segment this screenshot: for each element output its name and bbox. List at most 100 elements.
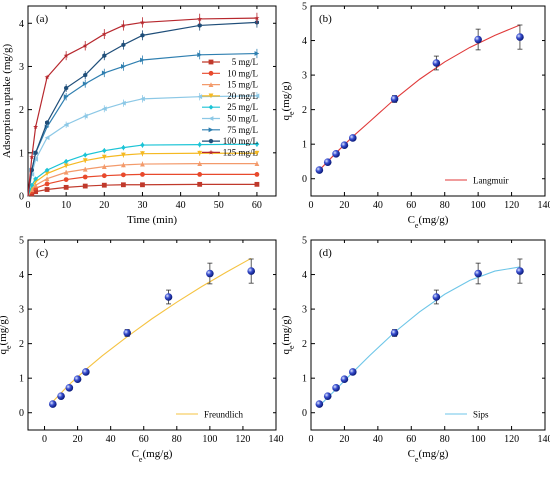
x-tick-label: 40 <box>106 434 116 445</box>
data-point <box>247 267 255 275</box>
legend-d: Sips <box>445 410 489 420</box>
y-axis-label-main: q <box>0 349 9 355</box>
legend-entry: 50 mg/L <box>227 114 258 124</box>
x-axis-label: Ce(mg/g) <box>408 214 449 230</box>
panel-c: 020406080100120140012345(c)Ce(mg/g)qe(mg… <box>0 236 284 464</box>
x-axis-label-unit: (mg/g) <box>418 448 448 460</box>
marker-star <box>29 154 35 160</box>
y-axis-label-sub: e <box>4 345 13 349</box>
data-point <box>348 134 357 142</box>
marker-star <box>44 74 50 80</box>
data-point <box>432 293 441 301</box>
x-tick-label: 80 <box>440 200 450 211</box>
marker-triangle-left <box>44 135 50 141</box>
marker-hexagon <box>64 85 69 91</box>
panel-label: (a) <box>36 13 49 25</box>
marker-triangle-up <box>101 164 107 170</box>
data-point <box>123 329 131 337</box>
panel-a: 0 10 20 30 40 50 60 0 1 2 3 4 (a) Time (min) Adsorptio… <box>1 5 277 226</box>
marker-circle <box>63 177 69 182</box>
marker-triangle-right <box>82 81 88 87</box>
marker-star <box>197 16 203 22</box>
series-25-mg-l <box>27 141 260 197</box>
fit-curve <box>318 266 521 407</box>
data-point <box>164 293 173 301</box>
legend-entry: 125 mg/L <box>223 147 258 157</box>
y-axis-label-main: q <box>280 349 292 355</box>
marker-hexagon <box>102 53 107 59</box>
x-tick-label: 40 <box>176 200 186 211</box>
marker-hexagon <box>208 138 214 144</box>
marker-triangle-down <box>254 150 260 156</box>
marker-triangle-down <box>208 93 214 99</box>
y-tick-label: 3 <box>302 71 307 82</box>
data-point <box>340 375 349 384</box>
data-point <box>323 158 332 166</box>
marker-square <box>197 181 203 187</box>
marker-triangle-right <box>120 64 126 69</box>
panel-label: (c) <box>36 247 49 259</box>
marker-triangle-up <box>120 162 126 168</box>
marker-triangle-left <box>29 172 35 177</box>
data-point <box>315 166 324 174</box>
data-point <box>65 384 74 392</box>
x-tick-label: 100 <box>471 200 486 211</box>
marker-diamond <box>254 141 260 147</box>
panel-label: (d) <box>319 247 332 259</box>
series-10-mg-l <box>27 172 260 197</box>
y-tick-label: 2 <box>302 105 307 116</box>
legend-entry: Sips <box>473 410 489 420</box>
x-tick-label: 40 <box>373 200 383 211</box>
x-tick-label: 20 <box>99 200 109 211</box>
x-tick-label: 120 <box>235 434 250 445</box>
y-axis-label-unit: (mg/g) <box>280 81 292 111</box>
y-tick-label: 2 <box>19 339 24 350</box>
marker-diamond <box>140 142 145 148</box>
x-axis-label: Time (min) <box>127 214 177 226</box>
marker-hexagon <box>197 23 202 28</box>
y-tick-label: 1 <box>302 374 307 385</box>
legend-a: 5 mg/L10 mg/L 15 mg/L20 mg/L25 mg/L 50 mg/… <box>202 57 258 157</box>
marker-triangle-down <box>140 151 145 157</box>
marker-triangle-up <box>44 176 50 182</box>
marker-hexagon <box>45 120 50 125</box>
marker-triangle-right <box>101 70 107 76</box>
plot-frame <box>310 239 546 431</box>
legend-entry: 15 mg/L <box>227 80 258 90</box>
data-point <box>315 400 324 408</box>
series-15-mg-l <box>27 161 260 197</box>
x-axis-label-sub: e <box>415 221 419 230</box>
marker-circle <box>82 174 88 180</box>
marker-star <box>101 31 107 37</box>
y-tick-label: 4 <box>19 270 24 281</box>
y-tick-label: 3 <box>19 305 24 316</box>
data-point <box>348 368 357 376</box>
marker-triangle-up <box>63 169 69 175</box>
marker-triangle-right <box>254 51 260 56</box>
marker-triangle-left <box>63 122 69 128</box>
x-tick-label: 50 <box>214 200 224 211</box>
marker-triangle-right <box>197 52 203 58</box>
marker-triangle-left <box>120 100 126 106</box>
y-axis-label-unit: (mg/g) <box>280 315 292 345</box>
marker-triangle-up <box>82 166 88 172</box>
x-tick-label: 10 <box>61 200 71 211</box>
x-tick-label: 120 <box>504 200 519 211</box>
marker-circle <box>101 173 107 179</box>
marker-triangle-right <box>208 127 214 133</box>
x-tick-label: 140 <box>538 200 550 211</box>
data-point <box>340 141 349 150</box>
x-tick-label: 60 <box>139 434 149 445</box>
marker-diamond <box>63 159 69 164</box>
series-100-mg-l <box>27 17 259 197</box>
marker-circle <box>44 181 50 187</box>
marker-triangle-up <box>197 161 203 167</box>
marker-triangle-up <box>254 161 260 167</box>
data-point <box>474 35 482 44</box>
marker-triangle-down <box>120 152 126 158</box>
x-axis-label-main: C <box>408 214 415 226</box>
marker-square <box>33 189 39 195</box>
fit-curve <box>52 257 252 403</box>
x-tick-label: 60 <box>406 434 416 445</box>
marker-diamond <box>208 104 214 110</box>
